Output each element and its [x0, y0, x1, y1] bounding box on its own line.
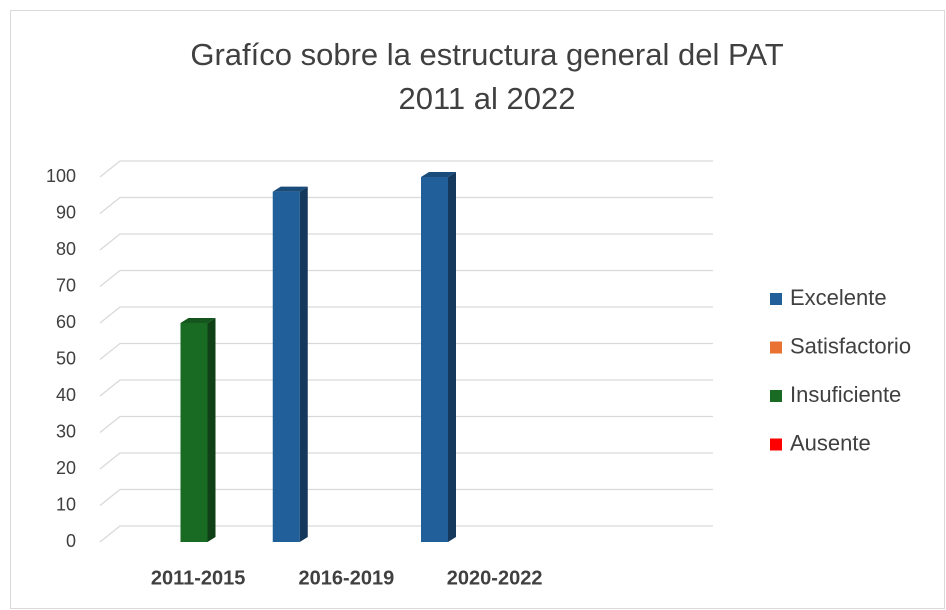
- chart-title: Grafíco sobre la estructura general del …: [190, 37, 783, 72]
- bar: [180, 318, 216, 542]
- legend-label: Excelente: [790, 285, 887, 310]
- y-tick-label: 70: [56, 275, 76, 295]
- grid-line: [99, 306, 713, 324]
- bar-top: [272, 186, 308, 192]
- bar-front: [272, 191, 300, 542]
- bar-side: [299, 186, 308, 542]
- chart-frame: [10, 10, 945, 609]
- y-tick-label: 80: [56, 239, 76, 259]
- y-tick-label: 50: [56, 348, 76, 368]
- x-tick-label: 2020-2022: [447, 567, 543, 589]
- y-tick-label: 100: [46, 166, 76, 186]
- grid-line: [99, 342, 713, 361]
- y-tick-label: 20: [56, 458, 76, 478]
- legend-label: Insuficiente: [790, 382, 901, 407]
- bar-side: [448, 172, 456, 542]
- x-tick-label: 2016-2019: [299, 567, 395, 589]
- bar: [421, 172, 456, 542]
- grid-line: [99, 525, 713, 543]
- bar-top: [180, 318, 216, 323]
- grid-line: [99, 233, 713, 251]
- y-tick-label: 10: [56, 494, 76, 514]
- grid-line: [99, 379, 713, 397]
- legend-swatch: [770, 293, 782, 305]
- grid-line: [99, 488, 713, 507]
- bar-front: [421, 177, 448, 542]
- grid-line: [99, 452, 713, 470]
- legend-swatch: [770, 341, 782, 354]
- x-tick-label: 2011-2015: [151, 567, 246, 589]
- grid-line: [99, 415, 713, 434]
- bar: [272, 186, 308, 542]
- y-tick-label: 60: [56, 312, 76, 332]
- chart-title: 2011 al 2022: [399, 81, 576, 116]
- bar-front: [180, 323, 208, 542]
- grid-line: [99, 269, 713, 288]
- y-tick-label: 30: [56, 421, 76, 441]
- legend-label: Ausente: [790, 430, 871, 455]
- legend-swatch: [770, 438, 782, 451]
- bar-side: [207, 318, 216, 542]
- y-tick-label: 40: [56, 385, 76, 405]
- y-tick-label: 90: [56, 202, 76, 222]
- grid-line: [99, 160, 713, 178]
- y-tick-label: 0: [66, 531, 76, 551]
- grid-line: [99, 196, 713, 215]
- bar-top: [421, 172, 456, 177]
- legend-label: Satisfactorio: [790, 333, 911, 358]
- legend-swatch: [770, 390, 782, 402]
